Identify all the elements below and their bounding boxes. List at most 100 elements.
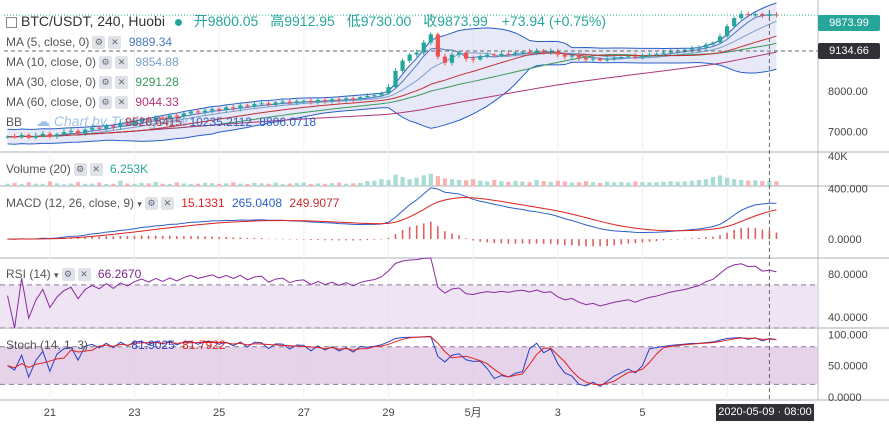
stoch-d-line [7, 336, 777, 386]
macd-value-1: 15.1331 [181, 196, 225, 210]
volume-bar [379, 179, 384, 186]
volume-bar [365, 181, 370, 186]
macd-histogram-bar [578, 239, 580, 246]
volume-bar [83, 183, 88, 186]
macd-histogram-bar [564, 239, 566, 246]
volume-bar [386, 179, 391, 186]
macd-histogram-bar [345, 239, 347, 241]
settings-icon[interactable]: ⚙ [92, 36, 106, 50]
candle-body [118, 123, 123, 127]
volume-legend[interactable]: Volume (20) ⚙ ✕ 6.253K [6, 162, 148, 177]
bb-legend[interactable]: BB 9520.6415 10235.2112 8806.0718 [6, 115, 316, 129]
volume-bar [739, 179, 744, 186]
volume-bar [125, 183, 130, 186]
dropdown-icon[interactable]: ▾ [54, 270, 59, 280]
volume-bar [132, 183, 137, 186]
close-icon[interactable]: ✕ [115, 96, 129, 110]
candle-body [520, 51, 525, 53]
macd-histogram-bar [535, 239, 538, 244]
low-value: 9730.00 [360, 13, 412, 29]
candle-body [478, 56, 483, 60]
settings-icon[interactable]: ⚙ [61, 268, 75, 282]
close-icon[interactable]: ✕ [89, 163, 103, 177]
bollinger-upper-line [7, 2, 777, 131]
macd-histogram-bar [676, 239, 679, 240]
candle-body [167, 115, 172, 119]
volume-bar [33, 183, 38, 186]
macd-histogram-bar [542, 239, 545, 244]
volume-bar [442, 178, 448, 186]
candle-body [61, 132, 67, 135]
candle-body [160, 117, 165, 119]
macd-value-3: 249.9077 [289, 196, 340, 210]
stoch-legend[interactable]: Stoch (14, 1, 3) 81.9025 81.7922 [6, 338, 226, 352]
close-icon[interactable]: ✕ [160, 197, 174, 211]
ma60-legend[interactable]: MA (60, close, 0) ⚙ ✕ 9044.33 [6, 95, 179, 110]
macd-histogram-bar [599, 239, 601, 247]
settings-icon[interactable]: ⚙ [99, 56, 113, 70]
candle-body [209, 108, 215, 111]
macd-histogram-bar [288, 239, 291, 240]
close-icon[interactable]: ✕ [108, 36, 122, 50]
rsi-legend[interactable]: RSI (14) ▾ ⚙ ✕ 66.2670 [6, 267, 141, 282]
macd-histogram-bar [119, 235, 122, 240]
candle-body [224, 107, 229, 110]
macd-histogram-bar [98, 236, 101, 240]
time-axis-label: 27 [298, 407, 310, 419]
candle-body [139, 119, 144, 122]
candle-body [492, 54, 497, 56]
volume-bar [139, 182, 144, 186]
volume-bar [597, 182, 603, 186]
macd-histogram-bar [740, 227, 742, 240]
candle-body [188, 111, 194, 114]
stoch-label: Stoch (14, 1, 3) [6, 338, 89, 352]
dropdown-icon[interactable]: ▾ [137, 199, 142, 209]
close-icon[interactable]: ✕ [77, 268, 91, 282]
candle-body [456, 52, 462, 55]
settings-icon[interactable]: ⚙ [99, 96, 113, 110]
settings-icon[interactable]: ⚙ [99, 76, 113, 90]
macd-histogram-bar [606, 239, 608, 247]
candle-body [238, 105, 243, 109]
ma10-legend[interactable]: MA (10, close, 0) ⚙ ✕ 9854.88 [6, 55, 179, 70]
settings-icon[interactable]: ⚙ [73, 163, 87, 177]
close-icon[interactable]: ✕ [115, 76, 129, 90]
volume-bar [647, 182, 652, 186]
volume-bar [668, 181, 673, 186]
stoch-value-2: 81.7922 [182, 338, 226, 352]
candle-body [322, 100, 328, 102]
volume-bar [753, 180, 758, 186]
ma5-legend[interactable]: MA (5, close, 0) ⚙ ✕ 9889.34 [6, 35, 173, 50]
macd-histogram-bar [437, 226, 439, 240]
volume-bar [5, 183, 10, 186]
ma30-legend[interactable]: MA (30, close, 0) ⚙ ✕ 9291.28 [6, 75, 179, 90]
macd-histogram-bar [373, 239, 376, 240]
volume-bar [675, 181, 680, 186]
macd-histogram-bar [479, 239, 481, 242]
close-icon[interactable]: ✕ [115, 56, 129, 70]
macd-histogram-bar [401, 230, 404, 240]
ma10-label: MA (10, close, 0) [6, 55, 97, 69]
volume-bar [527, 182, 532, 186]
ma5-value: 9889.34 [128, 35, 173, 49]
macd-histogram-bar [761, 229, 764, 240]
macd-histogram-bar [161, 235, 164, 240]
candle-body [111, 125, 116, 127]
macd-histogram-bar [387, 237, 390, 240]
macd-histogram-bar [126, 236, 129, 240]
candle-body [273, 102, 278, 105]
macd-histogram-bar [507, 239, 510, 244]
crosshair-time-badge: 2020-05-09 · 08:00 [716, 404, 814, 421]
price-axis-tick: 8000.00 [828, 86, 868, 98]
square-icon [6, 16, 17, 28]
volume-bar [428, 173, 433, 186]
high-label: 高 [270, 13, 285, 29]
volume-bar [202, 182, 208, 186]
settings-icon[interactable]: ⚙ [144, 197, 158, 211]
price-axis-tick: 7000.00 [828, 127, 868, 139]
macd-histogram-bar [691, 238, 693, 240]
macd-legend[interactable]: MACD (12, 26, close, 9) ▾ ⚙ ✕ 15.1331 265.… [6, 196, 339, 211]
macd-histogram-bar [719, 235, 721, 240]
candle-body [471, 58, 476, 60]
